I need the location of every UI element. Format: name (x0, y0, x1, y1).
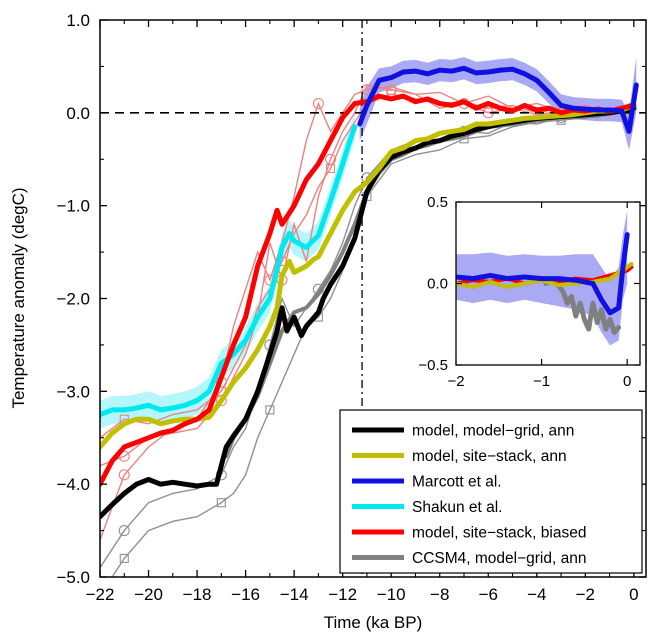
x-tick-label: −10 (377, 585, 406, 604)
x-tick-label: −22 (86, 585, 115, 604)
series-inset_ccsm4 (543, 277, 622, 335)
band-marcott_band (359, 57, 637, 150)
inset-x-tick-label: −1 (533, 373, 550, 390)
y-tick-label: −4.0 (56, 475, 90, 494)
thin-marker (119, 553, 129, 563)
y-axis-title: Temperature anomaly (degC) (9, 187, 28, 408)
inset-y-tick-label: 0.5 (427, 194, 448, 211)
series-inset_site_stack (456, 261, 634, 289)
y-tick-label: −2.0 (56, 290, 90, 309)
x-tick-label: 0 (629, 585, 638, 604)
inset-series-lines (456, 232, 634, 335)
y-tick-label: −3.0 (56, 382, 90, 401)
series-inset_marcott (456, 232, 630, 316)
x-tick-label: −18 (183, 585, 212, 604)
inset-y-tick-label: −0.5 (418, 357, 448, 374)
series-shakun (100, 124, 358, 417)
x-tick-label: −8 (430, 585, 449, 604)
thin-marker (215, 395, 227, 407)
y-tick-label: −5.0 (56, 568, 90, 587)
x-tick-label: −4 (527, 585, 546, 604)
inset-axis-ticks: −2 −1 0 −0.5 0.0 0.5 (418, 194, 640, 390)
main-axis-ticks: −22 −20 −18 −16 −14 −12 −10 −8 −6 −4 −2 0−5.0−4.0−3… (56, 11, 646, 604)
x-tick-label: −6 (479, 585, 498, 604)
x-tick-label: −16 (231, 585, 260, 604)
inset-y-tick-label: 0.0 (427, 276, 448, 293)
x-tick-label: −14 (280, 585, 309, 604)
inset-x-tick-label: −2 (447, 373, 464, 390)
legend-label: Marcott et al. (412, 474, 502, 491)
legend-label: Shakun et al. (412, 499, 502, 516)
inset-x-tick-label: 0 (623, 373, 631, 390)
legend-label: model, site−stack, biased (412, 525, 586, 542)
x-tick-label: −12 (328, 585, 357, 604)
thin-line-3 (111, 107, 635, 577)
x-tick-label: −2 (576, 585, 595, 604)
legend-label: model, model−grid, ann (412, 423, 574, 440)
series-biased (100, 93, 637, 487)
y-tick-label: −1.0 (56, 197, 90, 216)
thin-marker (118, 525, 130, 537)
legend-label: model, site−stack, ann (412, 448, 567, 465)
thin-marker (216, 498, 226, 508)
x-tick-label: −20 (134, 585, 163, 604)
thin-marker (385, 84, 397, 96)
main-series-lines (100, 65, 639, 520)
thin-marker (265, 405, 275, 415)
thin-line-1 (100, 93, 635, 439)
legend-box (339, 409, 643, 574)
thin-marker (118, 469, 130, 481)
y-tick-label: 1.0 (66, 11, 90, 30)
x-axis-title: Time (ka BP) (324, 613, 423, 632)
y-tick-label: 0.0 (66, 104, 90, 123)
legend: model, model−grid, ann model, site−stack,… (339, 409, 643, 574)
legend-label: CCSM4, model−grid, ann (412, 550, 586, 567)
series-marcott (357, 65, 639, 134)
thin-marker (324, 153, 337, 165)
thin-marker (312, 98, 324, 110)
